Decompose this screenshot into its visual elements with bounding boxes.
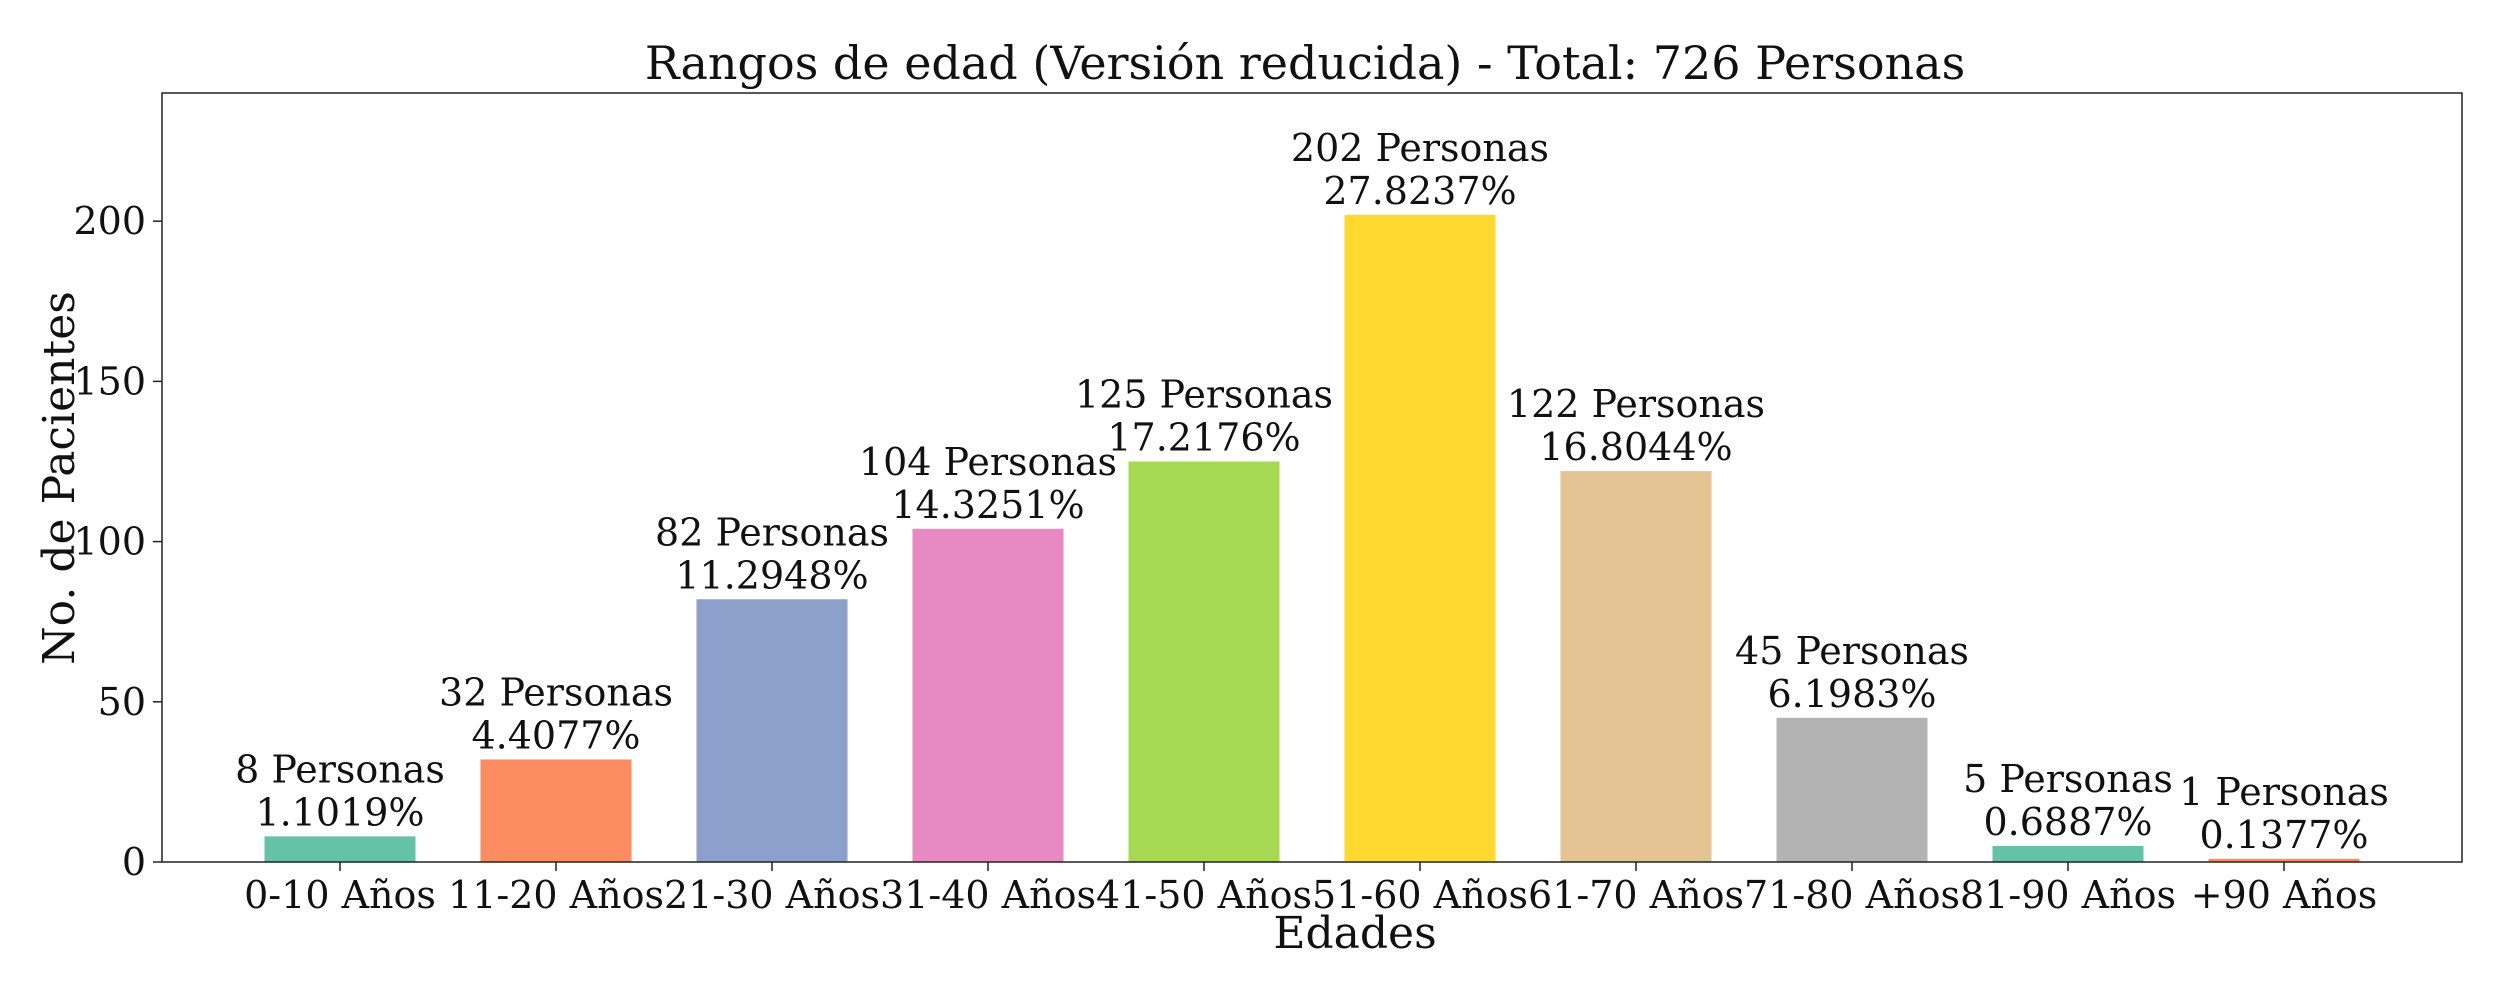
bar: [1128, 461, 1280, 862]
bar-percent-label: 4.4077%: [471, 713, 640, 757]
x-tick-label: 81-90 Años: [1960, 873, 2176, 917]
bar: [1344, 214, 1496, 863]
bar: [264, 836, 416, 862]
plot-frame: [161, 92, 2463, 863]
y-tick-label: 200: [73, 199, 146, 243]
bar-count-label: 82 Personas: [655, 510, 889, 554]
bar-percent-label: 16.8044%: [1539, 425, 1732, 469]
bar: [912, 528, 1064, 862]
y-tick-label: 0: [122, 840, 146, 884]
bar: [480, 759, 632, 862]
x-tick-label: 51-60 Años: [1312, 873, 1528, 917]
x-tick-label: 0-10 Años: [244, 873, 436, 917]
y-tick-label: 50: [98, 680, 146, 724]
bar-count-label: 104 Personas: [859, 440, 1117, 484]
bar-count-label: 45 Personas: [1735, 629, 1969, 673]
bar: [2208, 858, 2360, 862]
y-tick-label: 150: [73, 359, 146, 403]
bar-count-label: 125 Personas: [1075, 372, 1333, 416]
x-tick-label: 21-30 Años: [664, 873, 880, 917]
bar-count-label: 202 Personas: [1291, 126, 1549, 170]
bar-count-label: 122 Personas: [1507, 382, 1765, 426]
chart-title: Rangos de edad (Versión reducida) - Tota…: [645, 36, 1965, 90]
bar: [696, 599, 848, 862]
bar-percent-label: 1.1019%: [255, 790, 424, 834]
bar: [1776, 717, 1928, 862]
bars-group: [264, 214, 2360, 863]
bar-count-label: 32 Personas: [439, 670, 673, 714]
bar-percent-label: 14.3251%: [891, 483, 1084, 527]
y-axis-ticks: 0 50 100 150 200: [73, 199, 162, 884]
bar-count-label: 8 Personas: [235, 747, 445, 791]
y-axis-label: No. de Pacientes: [34, 291, 85, 665]
bar-percent-label: 11.2948%: [675, 553, 868, 597]
x-tick-label: 11-20 Años: [448, 873, 664, 917]
bar-percent-label: 6.1983%: [1767, 672, 1936, 716]
bar-percent-label: 0.6887%: [1983, 800, 2152, 844]
bar-percent-label: 0.1377%: [2199, 813, 2368, 857]
x-tick-label: 31-40 Años: [880, 873, 1096, 917]
bar-count-label: 1 Personas: [2179, 770, 2389, 814]
y-tick-label: 100: [73, 520, 146, 564]
bar: [1560, 471, 1712, 862]
x-tick-label: +90 Años: [2191, 873, 2378, 917]
bar-percent-label: 27.8237%: [1323, 169, 1516, 213]
bar-percent-label: 17.2176%: [1107, 415, 1300, 459]
bar: [1992, 845, 2144, 862]
x-tick-label: 71-80 Años: [1744, 873, 1960, 917]
x-tick-label: 41-50 Años: [1096, 873, 1312, 917]
x-tick-label: 61-70 Años: [1528, 873, 1744, 917]
bar-count-label: 5 Personas: [1963, 757, 2173, 801]
x-axis-label: Edades: [1273, 908, 1436, 959]
x-axis-ticks: 0-10 Años 11-20 Años 21-30 Años 31-40 Años 4…: [244, 862, 2377, 917]
